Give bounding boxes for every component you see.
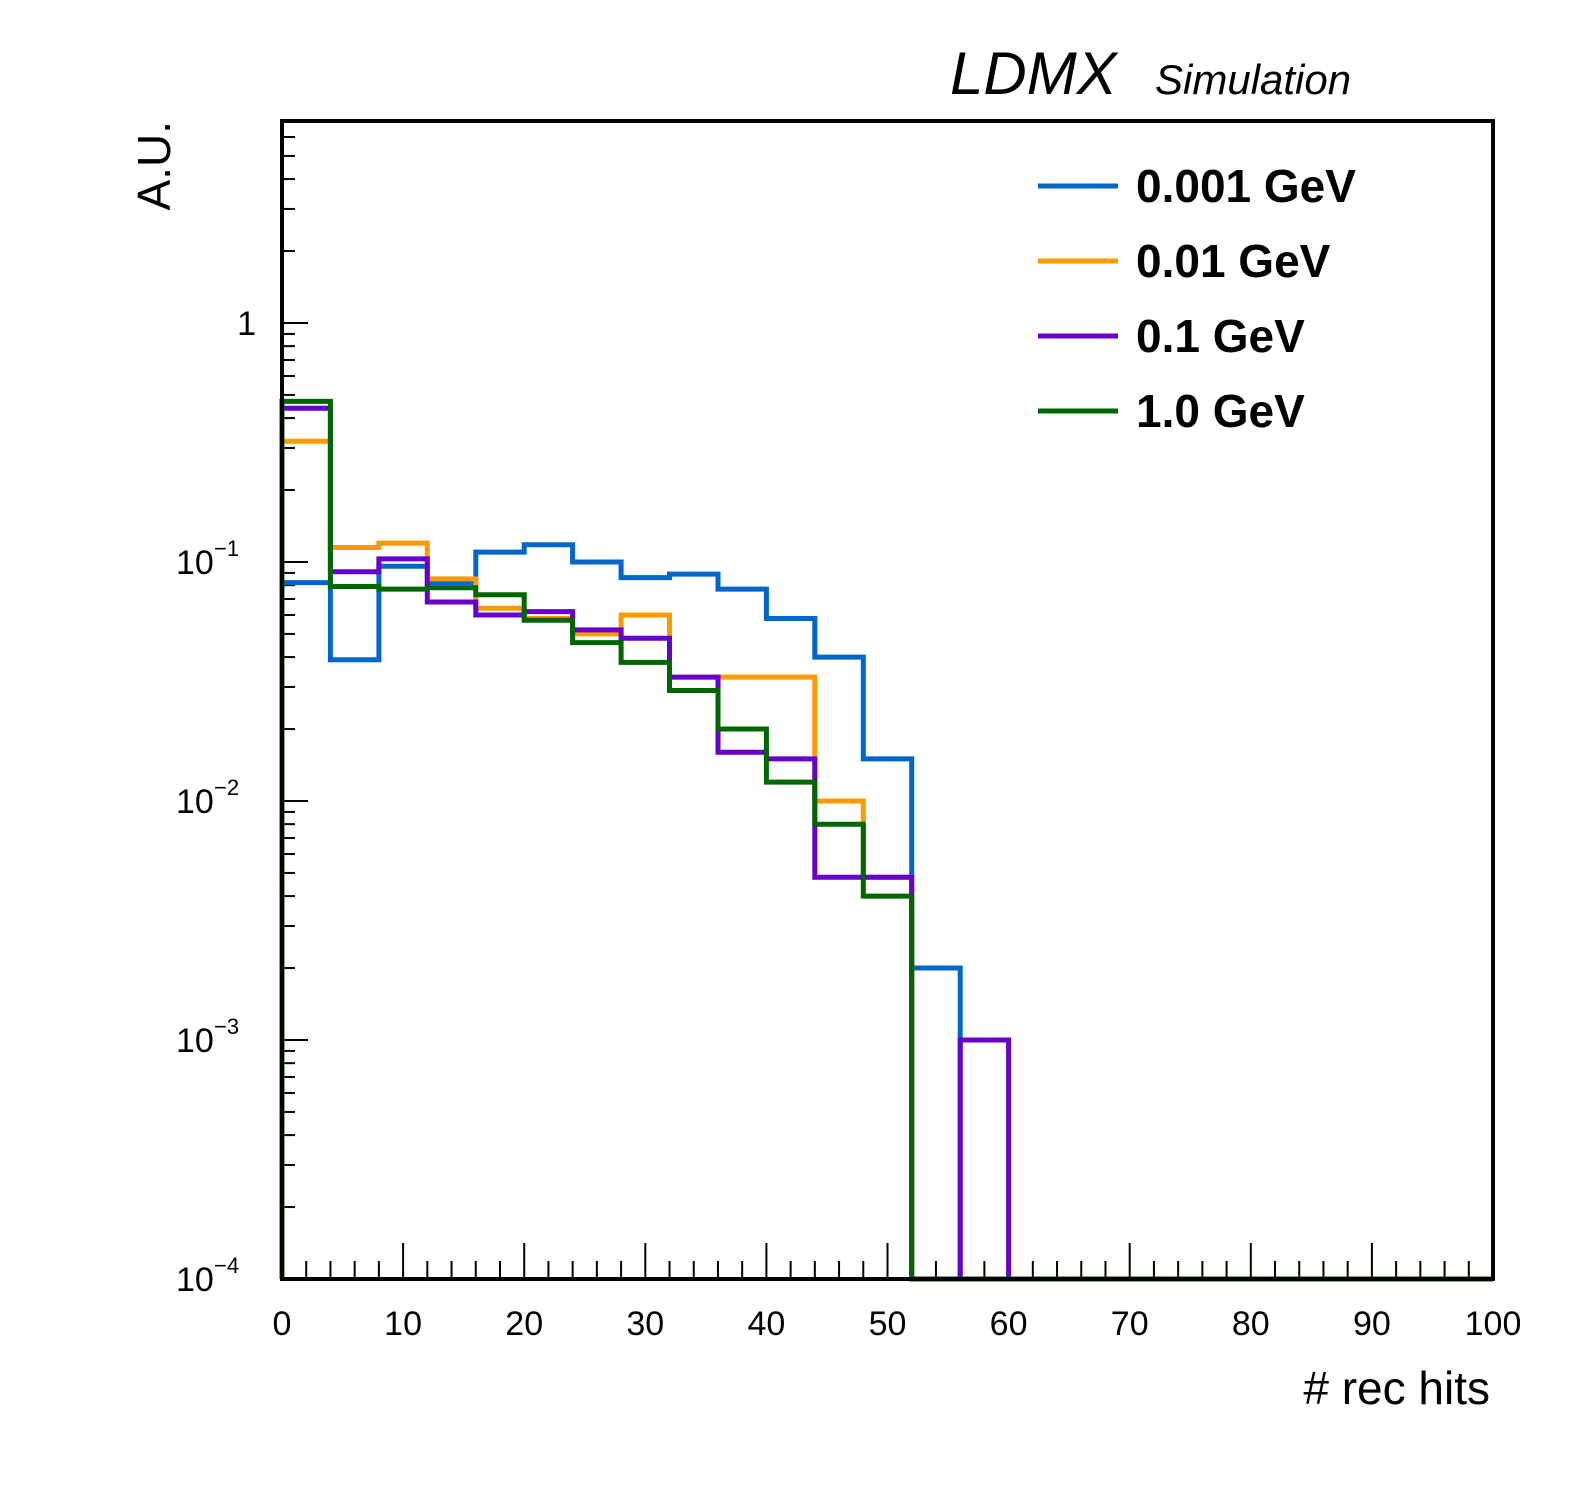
y-tick-exponent: −4 <box>214 1253 239 1278</box>
x-tick-label: 50 <box>869 1305 907 1343</box>
y-tick-label: 10 <box>176 1261 214 1299</box>
y-tick-label: 1 <box>237 305 256 343</box>
x-tick-label: 80 <box>1232 1305 1270 1343</box>
legend-label: 0.001 GeV <box>1136 160 1356 212</box>
legend-label: 0.1 GeV <box>1136 310 1305 362</box>
y-tick-exponent: −3 <box>214 1014 239 1039</box>
x-tick-label: 10 <box>384 1305 422 1343</box>
y-tick-exponent: −2 <box>214 775 239 800</box>
y-axis-title: A.U. <box>128 121 180 210</box>
legend-label: 1.0 GeV <box>1136 385 1305 437</box>
y-tick-label: 10 <box>176 783 214 821</box>
x-tick-label: 70 <box>1111 1305 1149 1343</box>
y-tick-label: 10 <box>176 1022 214 1060</box>
x-tick-label: 20 <box>505 1305 543 1343</box>
series-line <box>279 438 1493 1282</box>
series-line <box>279 398 1493 1282</box>
legend: 0.001 GeV 0.01 GeV 0.1 GeV 1.0 GeV <box>1038 160 1356 437</box>
header-main: LDMX <box>950 40 1119 107</box>
plot-frame <box>280 119 1495 1281</box>
x-tick-label: 60 <box>990 1305 1028 1343</box>
x-tick-label: 40 <box>747 1305 785 1343</box>
x-tick-label: 100 <box>1465 1305 1522 1343</box>
series-line <box>279 542 1493 1282</box>
y-tick-label: 10 <box>176 544 214 582</box>
x-tick-label: 0 <box>273 1305 292 1343</box>
x-tick-label: 90 <box>1353 1305 1391 1343</box>
series-line <box>279 405 1493 1282</box>
axis-ticks <box>281 120 1494 1280</box>
series-layer <box>279 398 1493 1282</box>
legend-label: 0.01 GeV <box>1136 235 1331 287</box>
y-tick-exponent: −1 <box>214 536 239 561</box>
x-tick-label: 30 <box>626 1305 664 1343</box>
header-sub: Simulation <box>1155 56 1351 103</box>
x-axis-title: # rec hits <box>1303 1362 1490 1414</box>
